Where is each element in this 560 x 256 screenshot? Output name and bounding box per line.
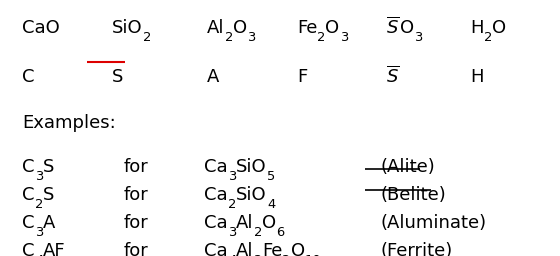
Text: C: C (22, 157, 35, 176)
Text: 6: 6 (276, 226, 284, 239)
Text: 2: 2 (282, 254, 291, 256)
Text: CaO: CaO (22, 19, 60, 37)
Text: O: O (325, 19, 339, 37)
Text: 2: 2 (254, 254, 262, 256)
Text: 2: 2 (143, 31, 151, 45)
Text: 3: 3 (35, 226, 43, 239)
Text: 4: 4 (35, 254, 43, 256)
Text: O: O (233, 19, 247, 37)
Text: 2: 2 (317, 31, 325, 45)
Text: A: A (43, 214, 55, 232)
Text: S: S (43, 157, 54, 176)
Text: 3: 3 (228, 170, 236, 183)
Text: C: C (22, 242, 35, 256)
Text: Al: Al (207, 19, 225, 37)
Text: 4: 4 (228, 254, 236, 256)
Text: 5: 5 (267, 170, 275, 183)
Text: O: O (262, 214, 276, 232)
Text: 3: 3 (228, 226, 236, 239)
Text: SiO: SiO (236, 157, 267, 176)
Text: Fe: Fe (297, 19, 317, 37)
Text: O: O (492, 19, 506, 37)
Text: O: O (400, 19, 414, 37)
Text: 2: 2 (484, 31, 492, 45)
Text: S: S (112, 68, 123, 86)
Text: for: for (123, 214, 148, 232)
Text: SiO: SiO (112, 19, 143, 37)
Text: H: H (470, 19, 484, 37)
Text: 2: 2 (228, 198, 236, 211)
Text: (Belite): (Belite) (381, 186, 446, 204)
Text: 3: 3 (339, 31, 348, 45)
Text: 4: 4 (267, 198, 275, 211)
Text: AF: AF (43, 242, 66, 256)
Text: 2: 2 (254, 226, 262, 239)
Text: 2: 2 (35, 198, 43, 211)
Text: 3: 3 (247, 31, 255, 45)
Text: $\overline{S}$: $\overline{S}$ (386, 65, 400, 86)
Text: (Ferrite): (Ferrite) (381, 242, 453, 256)
Text: A: A (207, 68, 220, 86)
Text: H: H (470, 68, 484, 86)
Text: for: for (123, 242, 148, 256)
Text: 10: 10 (305, 254, 321, 256)
Text: S: S (43, 186, 54, 204)
Text: Ca: Ca (204, 186, 228, 204)
Text: Ca: Ca (204, 214, 228, 232)
Text: for: for (123, 157, 148, 176)
Text: C: C (22, 214, 35, 232)
Text: Al: Al (236, 242, 254, 256)
Text: $\overline{S}$: $\overline{S}$ (386, 16, 400, 37)
Text: SiO: SiO (236, 186, 267, 204)
Text: Fe: Fe (262, 242, 282, 256)
Text: 3: 3 (35, 170, 43, 183)
Text: O: O (291, 242, 305, 256)
Text: Examples:: Examples: (22, 114, 116, 132)
Text: Ca: Ca (204, 157, 228, 176)
Text: Ca: Ca (204, 242, 228, 256)
Text: 2: 2 (225, 31, 233, 45)
Text: 3: 3 (414, 31, 422, 45)
Text: C: C (22, 68, 35, 86)
Text: Al: Al (236, 214, 254, 232)
Text: C: C (22, 186, 35, 204)
Text: (Aluminate): (Aluminate) (381, 214, 487, 232)
Text: F: F (297, 68, 307, 86)
Text: (Alite): (Alite) (381, 157, 436, 176)
Text: for: for (123, 186, 148, 204)
